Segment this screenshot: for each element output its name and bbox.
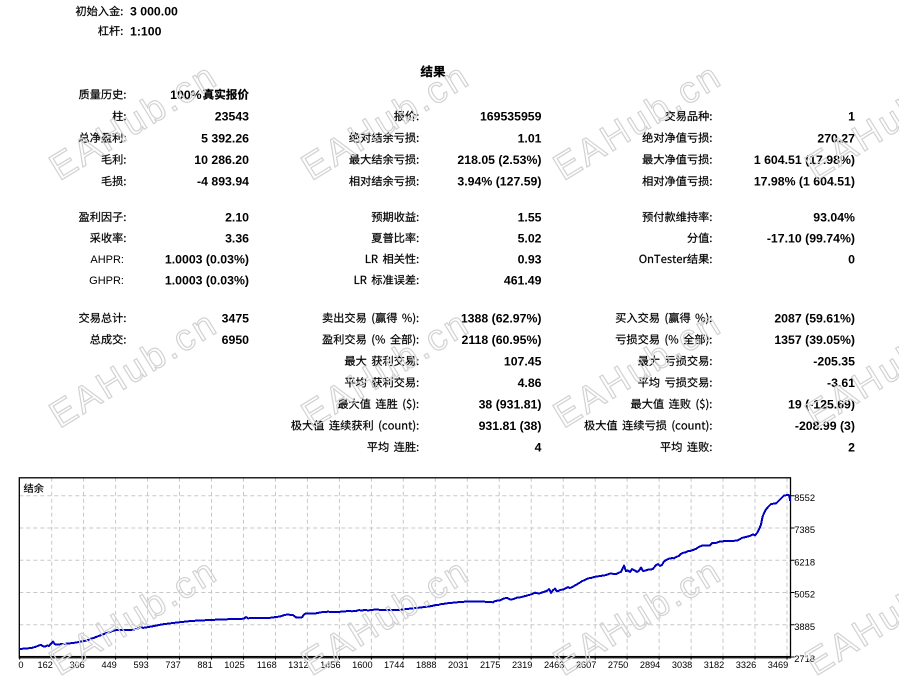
svg-text:881: 881 — [197, 660, 212, 670]
svg-text:1888: 1888 — [416, 660, 436, 670]
svg-text:1456: 1456 — [320, 660, 340, 670]
svg-text:218.05 (2.53%): 218.05 (2.53%) — [457, 153, 541, 167]
svg-text:1: 1 — [848, 110, 855, 124]
svg-text:-4 893.94: -4 893.94 — [197, 175, 249, 189]
svg-text:4: 4 — [535, 440, 542, 454]
svg-text:169535959: 169535959 — [480, 110, 542, 124]
svg-text:3182: 3182 — [704, 660, 724, 670]
svg-text:737: 737 — [165, 660, 180, 670]
svg-text:2319: 2319 — [512, 660, 532, 670]
svg-text:2: 2 — [848, 440, 855, 454]
svg-text:270.27: 270.27 — [817, 131, 855, 145]
svg-text:1.01: 1.01 — [518, 131, 542, 145]
svg-text:AHPR:: AHPR: — [90, 254, 124, 266]
svg-text:593: 593 — [133, 660, 148, 670]
svg-text:3.94% (127.59): 3.94% (127.59) — [457, 175, 541, 189]
svg-text:10 286.20: 10 286.20 — [194, 153, 249, 167]
svg-text:17.98% (1 604.51): 17.98% (1 604.51) — [754, 175, 855, 189]
svg-text:7385: 7385 — [794, 524, 815, 535]
svg-text:3469: 3469 — [768, 660, 788, 670]
svg-text:0.93: 0.93 — [518, 252, 542, 266]
svg-text:93.04%: 93.04% — [813, 210, 855, 224]
svg-text:6950: 6950 — [222, 333, 250, 347]
svg-text:1168: 1168 — [257, 660, 277, 670]
svg-text:-205.35: -205.35 — [813, 354, 855, 368]
svg-text:6218: 6218 — [794, 556, 815, 567]
svg-text:306: 306 — [69, 660, 84, 670]
svg-text:2607: 2607 — [576, 660, 596, 670]
svg-text:1312: 1312 — [288, 660, 308, 670]
svg-text:2718: 2718 — [794, 653, 815, 664]
svg-text:4.86: 4.86 — [518, 376, 542, 390]
svg-text:162: 162 — [38, 660, 53, 670]
svg-text:3038: 3038 — [672, 660, 692, 670]
svg-text:1744: 1744 — [384, 660, 404, 670]
svg-text:2031: 2031 — [448, 660, 468, 670]
svg-text:1.55: 1.55 — [518, 210, 542, 224]
svg-text:3326: 3326 — [736, 660, 756, 670]
svg-text:2750: 2750 — [608, 660, 628, 670]
svg-text:1357 (39.05%): 1357 (39.05%) — [774, 333, 855, 347]
svg-text:8552: 8552 — [794, 492, 815, 503]
svg-text:461.49: 461.49 — [504, 273, 542, 287]
svg-text:2.10: 2.10 — [225, 210, 249, 224]
svg-text:931.81 (38): 931.81 (38) — [479, 419, 542, 433]
svg-text:100%: 100% — [170, 88, 202, 102]
svg-text:-208.99 (3): -208.99 (3) — [795, 419, 855, 433]
svg-text:0: 0 — [848, 252, 855, 266]
svg-text:1600: 1600 — [352, 660, 372, 670]
svg-text:5052: 5052 — [794, 589, 815, 600]
svg-text:3 000.00: 3 000.00 — [130, 5, 178, 19]
svg-text:1.0003 (0.03%): 1.0003 (0.03%) — [165, 273, 249, 287]
svg-text:1.0003 (0.03%): 1.0003 (0.03%) — [165, 252, 249, 266]
svg-text:3885: 3885 — [794, 621, 815, 632]
svg-text:107.45: 107.45 — [504, 354, 542, 368]
svg-text:5.02: 5.02 — [518, 231, 542, 245]
svg-text:1388 (62.97%): 1388 (62.97%) — [461, 311, 542, 325]
svg-text:0: 0 — [18, 660, 23, 670]
svg-text:5 392.26: 5 392.26 — [201, 131, 249, 145]
svg-text:1 604.51 (17.98%): 1 604.51 (17.98%) — [754, 153, 855, 167]
svg-text:2087 (59.61%): 2087 (59.61%) — [774, 311, 855, 325]
svg-text:1:100: 1:100 — [130, 24, 162, 38]
svg-text:2894: 2894 — [640, 660, 660, 670]
svg-text:GHPR:: GHPR: — [89, 275, 124, 287]
svg-text:2118 (60.95%): 2118 (60.95%) — [462, 333, 542, 347]
svg-text:38 (931.81): 38 (931.81) — [479, 397, 542, 411]
svg-text:449: 449 — [101, 660, 116, 670]
svg-text:3.36: 3.36 — [225, 231, 249, 245]
svg-text:2463: 2463 — [544, 660, 564, 670]
svg-text:19 (-125.69): 19 (-125.69) — [788, 397, 855, 411]
svg-text:1025: 1025 — [224, 660, 244, 670]
svg-text:3475: 3475 — [222, 311, 250, 325]
svg-text:-17.10 (99.74%): -17.10 (99.74%) — [767, 231, 855, 245]
svg-text:-3.61: -3.61 — [827, 376, 855, 390]
svg-text:23543: 23543 — [215, 110, 249, 124]
svg-text:2175: 2175 — [480, 660, 500, 670]
